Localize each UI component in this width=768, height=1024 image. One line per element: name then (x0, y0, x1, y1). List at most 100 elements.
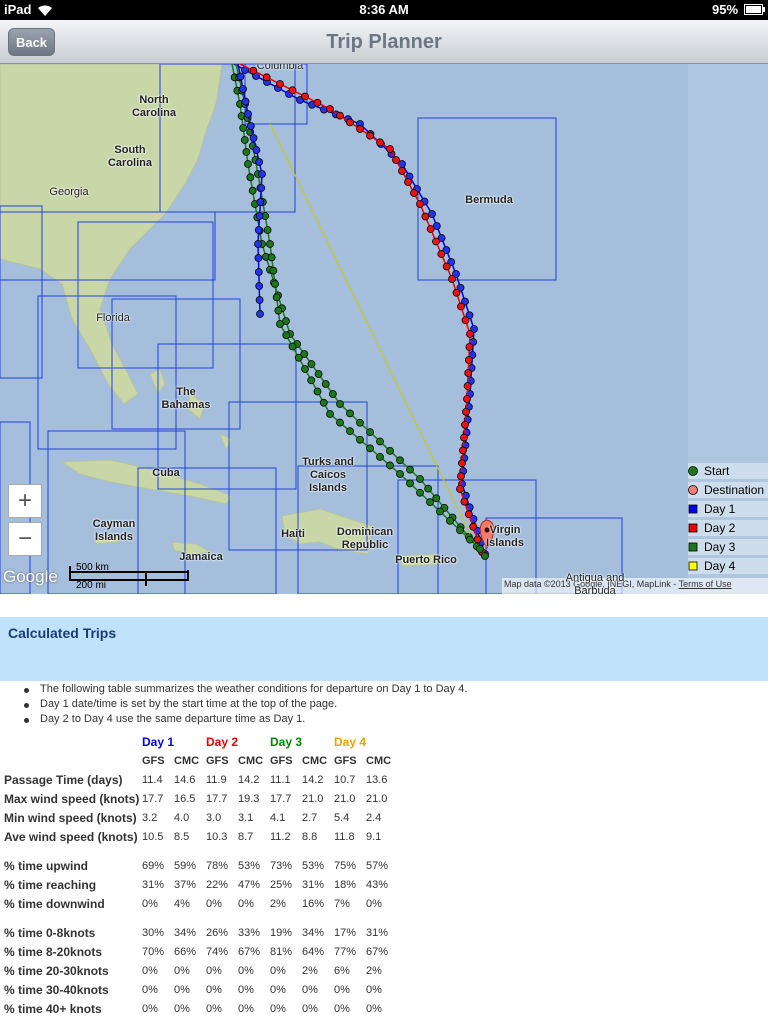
cell: 25% (270, 879, 293, 891)
route-part (254, 254, 263, 262)
route-part (240, 136, 249, 144)
route-part (276, 320, 284, 328)
battery-icon (744, 4, 765, 15)
route-part (376, 138, 384, 147)
legend-item: Destination (688, 482, 768, 498)
route-part (254, 268, 263, 276)
route-part (326, 105, 334, 113)
cell: 10.3 (206, 831, 228, 843)
route-part (376, 437, 384, 446)
bullet (24, 703, 29, 708)
route-part (424, 484, 433, 493)
route-part (307, 376, 316, 385)
cell: 0% (366, 984, 382, 996)
nav-bar: Trip Planner Back (0, 20, 768, 64)
route-part (241, 97, 250, 106)
route-part (442, 246, 451, 254)
attribution: Map data ©2013 Google, INEGI, MapLink - … (504, 579, 732, 589)
route-part (326, 410, 334, 418)
route-part (272, 293, 281, 302)
cell: 0% (270, 965, 286, 977)
route-part (249, 134, 258, 142)
route-part (396, 456, 404, 465)
zoom-out[interactable]: − (8, 522, 42, 556)
google-logo: Google (3, 567, 58, 586)
route-part (256, 310, 264, 318)
battery-percent: 95% (712, 2, 739, 17)
route-part (456, 485, 464, 493)
cell: 31% (142, 879, 165, 891)
route-part (239, 85, 247, 93)
route-part (328, 390, 337, 398)
cell: 43% (366, 879, 389, 891)
pin-dot (484, 527, 490, 533)
legend-label: Day 4 (704, 559, 736, 573)
cell: 22% (206, 879, 229, 891)
cell: 10.5 (142, 831, 164, 843)
cell: 0% (206, 898, 222, 910)
cell: 2% (270, 898, 286, 910)
route-part (254, 240, 262, 248)
route-part (255, 282, 264, 290)
zoom-in[interactable]: + (8, 484, 42, 518)
route-part (376, 452, 384, 461)
note: The following table summarizes the weath… (40, 683, 468, 695)
cell: 64% (302, 946, 325, 958)
cell: 6% (334, 965, 350, 977)
route-part (249, 66, 258, 75)
cell: 21.0 (302, 793, 324, 805)
cell: 13.6 (366, 774, 388, 786)
route-part (461, 316, 470, 325)
legend-swatch (688, 523, 698, 533)
note: Day 2 to Day 4 use the same departure ti… (40, 713, 306, 725)
cell: 8.7 (238, 831, 254, 843)
cell: 53% (302, 860, 325, 872)
map-label: Antigua and Barbuda (565, 572, 625, 594)
back-button[interactable]: Back (8, 28, 55, 56)
cell: 5.4 (334, 812, 350, 824)
clock: 8:36 AM (359, 2, 409, 17)
cell: 18% (334, 879, 357, 891)
cell: 31% (366, 927, 389, 939)
cell: 67% (366, 946, 389, 958)
day-header: Day 1 (142, 735, 175, 749)
day-header: Day 3 (270, 735, 303, 749)
legend-item: Day 3 (688, 539, 768, 555)
row-label: % time 0-8knots (4, 926, 96, 940)
cell: 4.0 (174, 812, 190, 824)
scale-mi: 200 mi (76, 580, 107, 591)
map[interactable]: + − 500 km 200 mi Google Map data ©2013 … (0, 64, 768, 594)
cell: 0% (334, 984, 350, 996)
legend-swatch (688, 504, 698, 514)
map-label: Florida (96, 312, 130, 324)
cell: 11.2 (270, 831, 291, 843)
row-label: Min wind speed (knots) (4, 811, 137, 825)
cell: 2.7 (302, 812, 318, 824)
cell: 34% (302, 927, 325, 939)
cell: 31% (302, 879, 325, 891)
cell: 3.1 (238, 812, 254, 824)
status-bar: iPad 8:36 AM 95% (0, 0, 768, 20)
route-part (267, 253, 276, 262)
route-part (464, 510, 473, 519)
map-label: Virgin Islands (486, 524, 524, 549)
map-label: The Bahamas (161, 386, 211, 411)
cell: 9.1 (366, 831, 382, 843)
cell: 4.1 (270, 812, 286, 824)
legend-marker (688, 504, 698, 514)
row-label: % time 40+ knots (4, 1002, 102, 1016)
route-part (314, 370, 323, 378)
terms-link[interactable]: Terms of Use (678, 579, 732, 589)
cell: 0% (142, 1003, 158, 1015)
route-part (288, 342, 297, 351)
cell: 0% (174, 965, 190, 977)
route-part (346, 118, 354, 127)
model-header: GFS (142, 755, 165, 767)
route-part (426, 498, 434, 507)
cell: 33% (238, 927, 261, 939)
cell: 0% (366, 1003, 382, 1015)
attribution-text: Map data ©2013 Google, INEGI, MapLink - (504, 579, 679, 589)
cell: 11.8 (334, 831, 355, 843)
route-part (464, 356, 473, 364)
